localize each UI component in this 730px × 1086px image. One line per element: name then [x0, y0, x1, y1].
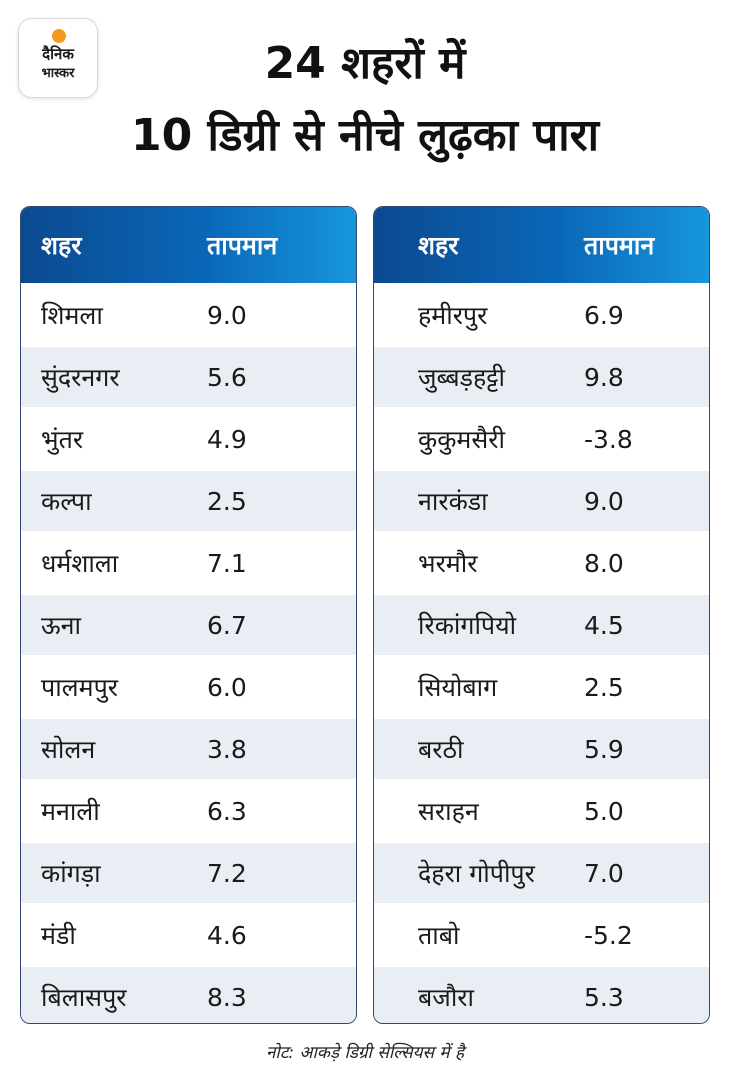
temperature-cell: 5.0 — [584, 796, 624, 826]
city-cell: सुंदरनगर — [41, 363, 120, 392]
temperature-cell: -3.8 — [584, 424, 633, 454]
table-row: ऊना 6.7 — [21, 593, 356, 655]
city-cell: ऊना — [41, 611, 81, 640]
city-cell: धर्मशाला — [41, 549, 119, 578]
city-cell: कुकुमसैरी — [418, 425, 505, 454]
table-row: कांगड़ा 7.2 — [21, 841, 356, 903]
city-cell: कल्पा — [41, 487, 92, 516]
brand-logo: दैनिक भास्कर — [18, 18, 98, 98]
table-row: धर्मशाला 7.1 — [21, 531, 356, 593]
table-row: बिलासपुर 8.3 — [21, 965, 356, 1023]
table-row: मंडी 4.6 — [21, 903, 356, 965]
temperature-cell: 7.2 — [207, 858, 247, 888]
temperature-cell: 9.0 — [584, 486, 624, 516]
city-cell: ताबो — [418, 921, 460, 950]
temperature-cell: 9.0 — [207, 300, 247, 330]
table-row: सुंदरनगर 5.6 — [21, 345, 356, 407]
temperature-cell: 6.3 — [207, 796, 247, 826]
header-city: शहर — [41, 231, 82, 260]
city-cell: मंडी — [41, 921, 76, 950]
table-row: ताबो -5.2 — [374, 903, 709, 965]
temperature-cell: 8.3 — [207, 982, 247, 1012]
city-cell: रिकांगपियो — [418, 611, 517, 640]
temperature-cell: 5.9 — [584, 734, 624, 764]
temperature-cell: 7.1 — [207, 548, 247, 578]
logo-sun-dot — [52, 29, 66, 43]
table-row: देहरा गोपीपुर 7.0 — [374, 841, 709, 903]
logo-text-line2: भास्कर — [41, 66, 75, 81]
temperature-cell: 2.5 — [207, 486, 247, 516]
logo-text-line1: दैनिक — [42, 45, 74, 63]
temperature-cell: 6.0 — [207, 672, 247, 702]
header-temp: तापमान — [584, 231, 655, 260]
table-header: शहर तापमान — [21, 207, 356, 283]
temperature-cell: 8.0 — [584, 548, 624, 578]
city-cell: पालमपुर — [41, 673, 119, 702]
table-row: सोलन 3.8 — [21, 717, 356, 779]
table-row: कल्पा 2.5 — [21, 469, 356, 531]
table-row: नारकंडा 9.0 — [374, 469, 709, 531]
city-cell: हमीरपुर — [418, 301, 488, 330]
temperature-cell: 6.7 — [207, 610, 247, 640]
temperature-cell: 9.8 — [584, 362, 624, 392]
city-cell: सियोबाग — [418, 673, 498, 702]
temperature-cell: 7.0 — [584, 858, 624, 888]
city-cell: कांगड़ा — [41, 859, 101, 888]
headline-line2: 10 डिग्री से नीचे लुढ़का पारा — [130, 110, 600, 161]
table-row: पालमपुर 6.0 — [21, 655, 356, 717]
header-temp: तापमान — [207, 231, 278, 260]
headline: 24 शहरों में 10 डिग्री से नीचे लुढ़का पा… — [0, 28, 730, 172]
temperature-cell: 5.6 — [207, 362, 247, 392]
city-cell: बिलासपुर — [41, 983, 127, 1012]
temperature-cell: 3.8 — [207, 734, 247, 764]
city-cell: जुब्बड़हट्टी — [418, 363, 505, 392]
temperature-table-left: शहर तापमान शिमला 9.0 सुंदरनगर 5.6 भुंतर 4.9 कल… — [20, 206, 357, 1024]
city-cell: नारकंडा — [418, 487, 488, 516]
table-row: कुकुमसैरी -3.8 — [374, 407, 709, 469]
city-cell: भरमौर — [418, 549, 478, 578]
city-cell: भुंतर — [41, 425, 84, 454]
table-row: सियोबाग 2.5 — [374, 655, 709, 717]
temperature-cell: 4.9 — [207, 424, 247, 454]
temperature-cell: 2.5 — [584, 672, 624, 702]
temperature-cell: 5.3 — [584, 982, 624, 1012]
table-row: शिमला 9.0 — [21, 283, 356, 345]
city-cell: सराहन — [418, 797, 479, 826]
city-cell: सोलन — [41, 735, 96, 764]
city-cell: बजौरा — [418, 983, 475, 1012]
temperature-cell: 6.9 — [584, 300, 624, 330]
table-row: जुब्बड़हट्टी 9.8 — [374, 345, 709, 407]
table-row: मनाली 6.3 — [21, 779, 356, 841]
table-row: बरठी 5.9 — [374, 717, 709, 779]
table-row: सराहन 5.0 — [374, 779, 709, 841]
temperature-cell: 4.6 — [207, 920, 247, 950]
table-row: हमीरपुर 6.9 — [374, 283, 709, 345]
table-row: भुंतर 4.9 — [21, 407, 356, 469]
footnote: नोट: आकड़े डिग्री सेल्सियस में है — [266, 1043, 464, 1063]
table-row: बजौरा 5.3 — [374, 965, 709, 1023]
table-row: रिकांगपियो 4.5 — [374, 593, 709, 655]
headline-line1: 24 शहरों में — [264, 38, 466, 89]
temperature-table-right: शहर तापमान हमीरपुर 6.9 जुब्बड़हट्टी 9.8 कुकु… — [373, 206, 710, 1024]
temperature-cell: 4.5 — [584, 610, 624, 640]
header-city: शहर — [418, 231, 459, 260]
temperature-cell: -5.2 — [584, 920, 633, 950]
table-row: भरमौर 8.0 — [374, 531, 709, 593]
city-cell: शिमला — [41, 301, 103, 330]
city-cell: बरठी — [418, 735, 464, 764]
city-cell: देहरा गोपीपुर — [418, 859, 535, 888]
table-header: शहर तापमान — [374, 207, 709, 283]
city-cell: मनाली — [41, 797, 100, 826]
